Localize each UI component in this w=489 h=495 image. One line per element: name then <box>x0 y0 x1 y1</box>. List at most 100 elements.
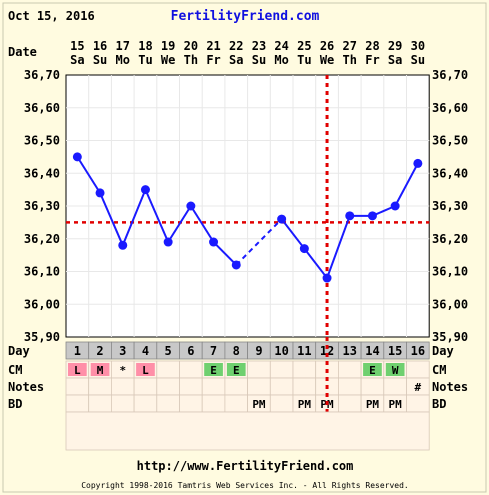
row-label-notes-left: Notes <box>8 380 44 394</box>
chart-date: Oct 15, 2016 <box>8 9 95 23</box>
weekday-label: Mo <box>274 53 288 67</box>
notes-cell <box>179 377 203 396</box>
y-tick-label-right: 36,10 <box>432 265 468 279</box>
cm-value: L <box>74 364 81 377</box>
y-tick-label-left: 36,50 <box>24 134 60 148</box>
cycle-day: 13 <box>343 344 357 358</box>
notes-cell <box>88 377 112 396</box>
cm-value: * <box>119 364 126 377</box>
date-number: 24 <box>274 39 288 53</box>
bd-cell <box>269 394 294 413</box>
date-number: 22 <box>229 39 243 53</box>
temperature-point <box>118 240 128 250</box>
temperature-point <box>413 158 423 168</box>
weekday-label: We <box>161 53 175 67</box>
notes-cell <box>337 377 362 396</box>
bd-cell <box>111 394 135 413</box>
cm-marker <box>226 363 246 376</box>
bd-cell <box>156 394 180 413</box>
row-label-day-right: Day <box>432 344 454 358</box>
date-number: 17 <box>116 39 130 53</box>
notes-cell <box>269 377 294 396</box>
temperature-line-segment <box>144 189 170 243</box>
bd-cell <box>179 394 203 413</box>
temperature-point <box>367 211 377 221</box>
date-number: 27 <box>343 39 357 53</box>
bd-value: PM <box>366 398 380 411</box>
notes-cell <box>65 377 90 396</box>
temperature-line-dashed <box>235 218 283 266</box>
date-number: 21 <box>206 39 220 53</box>
temperature-point <box>299 244 309 254</box>
temperature-line-segment <box>326 215 351 279</box>
weekday-label: Sa <box>388 53 402 67</box>
bd-value: PM <box>389 398 403 411</box>
cycle-day: 16 <box>411 344 425 358</box>
temperature-point <box>322 273 332 283</box>
y-tick-label-right: 36,60 <box>432 101 468 115</box>
bd-value: PM <box>252 398 266 411</box>
cycle-day: 7 <box>210 344 217 358</box>
notes-cell <box>383 377 407 396</box>
temperature-point <box>186 201 196 211</box>
bd-cell <box>65 394 90 413</box>
temperature-line-segment <box>99 192 124 246</box>
temperature-point <box>390 201 400 211</box>
y-tick-label-left: 36,00 <box>24 297 60 311</box>
date-number: 28 <box>365 39 379 53</box>
cm-marker <box>385 363 405 376</box>
cycle-day: 11 <box>297 344 311 358</box>
cm-value: M <box>97 364 104 377</box>
y-tick-label-left: 36,70 <box>24 68 60 82</box>
row-label-cm-left: CM <box>8 363 22 377</box>
y-tick-label-right: 36,30 <box>432 199 468 213</box>
weekday-label: Tu <box>138 53 152 67</box>
notes-cell <box>133 377 158 396</box>
cm-cell <box>269 360 294 379</box>
bd-cell <box>224 394 248 413</box>
cycle-day: 4 <box>142 344 149 358</box>
cycle-day: 15 <box>388 344 402 358</box>
temperature-point <box>209 237 219 247</box>
cycle-day: 8 <box>233 344 240 358</box>
temperature-line-segment <box>167 205 192 243</box>
bd-cell <box>406 394 430 413</box>
cm-cell <box>156 360 180 379</box>
cm-cell <box>292 360 317 379</box>
row-label-cm-right: CM <box>432 363 446 377</box>
date-number: 15 <box>70 39 84 53</box>
weekday-label: Tu <box>297 53 311 67</box>
day-cell <box>406 341 430 360</box>
cm-marker <box>204 363 223 376</box>
site-name: FertilityFriend.com <box>171 9 320 24</box>
temperature-point <box>140 185 150 195</box>
temperature-point <box>231 260 241 270</box>
bd-cell <box>133 394 158 413</box>
weekday-label: Fr <box>206 53 220 67</box>
temperature-line-segment <box>76 156 101 194</box>
temperature-line-segment <box>121 189 147 246</box>
cm-marker <box>68 363 87 376</box>
notes-cell <box>201 377 226 396</box>
y-tick-label-right: 36,50 <box>432 134 468 148</box>
notes-cell <box>224 377 248 396</box>
temperature-point <box>72 152 82 162</box>
notes-cell <box>247 377 271 396</box>
y-tick-label-right: 36,40 <box>432 166 468 180</box>
y-tick-label-right: 35,90 <box>432 330 468 344</box>
cm-value: L <box>142 364 149 377</box>
cm-marker <box>363 363 382 376</box>
date-number: 20 <box>184 39 198 53</box>
row-label-bd-right: BD <box>432 397 446 411</box>
cm-marker <box>136 363 155 376</box>
temperature-point <box>95 188 105 198</box>
bd-cell <box>337 394 362 413</box>
notes-value: # <box>415 381 422 394</box>
footer-copyright: Copyright 1998-2016 Tamtris Web Services… <box>81 481 409 490</box>
row-label-bd-left: BD <box>8 397 22 411</box>
y-tick-label-left: 36,20 <box>24 232 60 246</box>
weekday-label: Su <box>252 53 266 67</box>
temperature-line-segment <box>394 162 419 207</box>
temperature-line-segment <box>280 218 306 250</box>
